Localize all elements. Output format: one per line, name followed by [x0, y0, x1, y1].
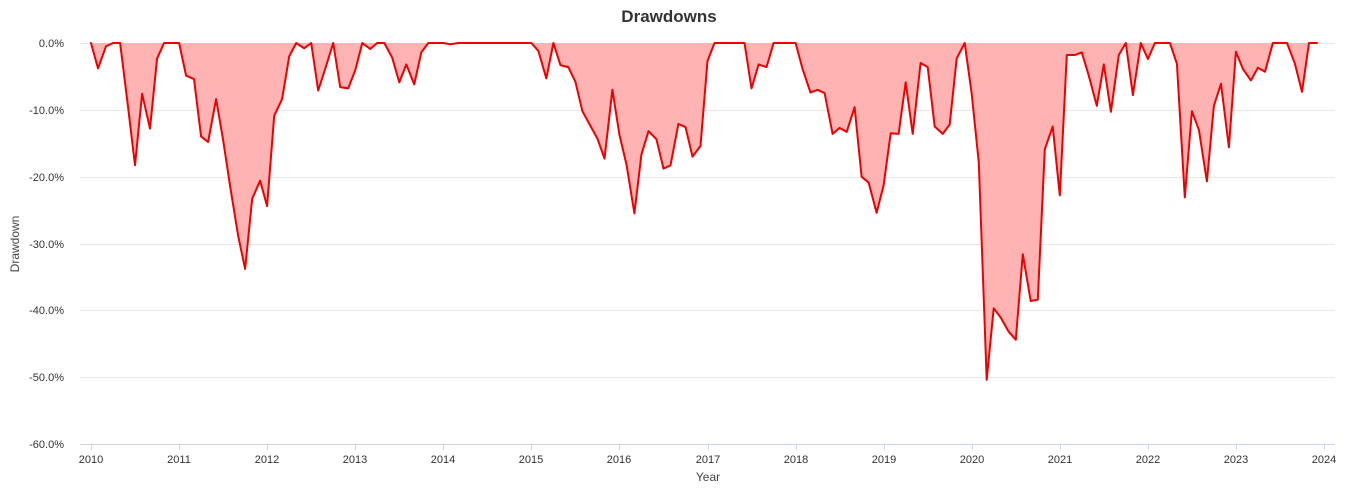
x-axis-title: Year: [696, 470, 720, 484]
x-tick-label: 2017: [696, 454, 720, 466]
x-tick-label: 2021: [1048, 454, 1072, 466]
y-tick-label: -30.0%: [29, 239, 64, 251]
x-tick-label: 2024: [1312, 454, 1336, 466]
y-tick-label: -10.0%: [29, 105, 64, 117]
x-tick-label: 2016: [607, 454, 631, 466]
x-tick-label: 2013: [343, 454, 367, 466]
y-tick-label: 0.0%: [39, 38, 64, 50]
drawdown-area: [91, 43, 1317, 380]
x-tick-label: 2019: [872, 454, 896, 466]
x-tick-label: 2018: [784, 454, 808, 466]
drawdown-series: [90, 42, 1318, 381]
drawdown-line: [90, 42, 1318, 381]
y-tick-label: -40.0%: [29, 305, 64, 317]
y-axis-title: Drawdown: [8, 216, 22, 273]
y-tick-label: -20.0%: [29, 172, 64, 184]
x-tick-label: 2022: [1136, 454, 1160, 466]
x-axis: 2010 2011 2012 2013 2014 2015 2016 2017 2018 2019…: [79, 444, 1336, 466]
x-tick-label: 2020: [960, 454, 984, 466]
y-tick-label: -60.0%: [29, 439, 64, 451]
x-tick-label: 2015: [519, 454, 543, 466]
chart-title: Drawdowns: [621, 7, 716, 26]
x-tick-label: 2010: [79, 454, 103, 466]
x-tick-label: 2023: [1224, 454, 1248, 466]
x-tick-label: 2011: [167, 454, 191, 466]
x-tick-label: 2012: [255, 454, 279, 466]
y-axis: 0.0% -10.0% -20.0% -30.0% -40.0% -50.0% -60.0%: [29, 38, 64, 451]
x-tick-label: 2014: [431, 454, 455, 466]
y-tick-label: -50.0%: [29, 372, 64, 384]
